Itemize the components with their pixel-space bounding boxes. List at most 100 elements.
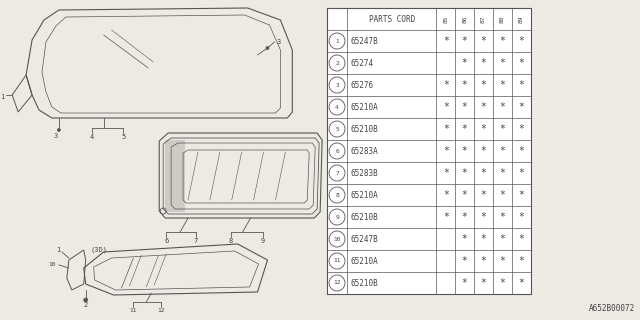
- Text: *: *: [481, 212, 486, 222]
- Text: 12: 12: [157, 308, 165, 314]
- Text: *: *: [499, 190, 506, 200]
- Text: *: *: [481, 256, 486, 266]
- Text: *: *: [481, 168, 486, 178]
- Text: *: *: [461, 278, 468, 288]
- Text: 3: 3: [335, 83, 339, 87]
- Text: *: *: [499, 36, 506, 46]
- Text: 5: 5: [335, 126, 339, 132]
- Text: 3: 3: [54, 133, 58, 139]
- Text: *: *: [461, 80, 468, 90]
- Text: 8: 8: [228, 238, 233, 244]
- Text: 87: 87: [481, 15, 486, 23]
- Text: *: *: [518, 124, 524, 134]
- Text: *: *: [443, 36, 449, 46]
- Text: (3D): (3D): [90, 247, 107, 253]
- Text: 85: 85: [444, 15, 448, 23]
- Text: 65283A: 65283A: [351, 147, 379, 156]
- Circle shape: [58, 129, 60, 132]
- Text: 10: 10: [49, 262, 56, 268]
- Text: *: *: [461, 256, 468, 266]
- Text: *: *: [461, 146, 468, 156]
- Text: 65210B: 65210B: [351, 212, 379, 221]
- Text: *: *: [461, 102, 468, 112]
- Text: 65276: 65276: [351, 81, 374, 90]
- Text: *: *: [443, 190, 449, 200]
- Text: *: *: [481, 80, 486, 90]
- Text: *: *: [443, 80, 449, 90]
- Text: 65274: 65274: [351, 59, 374, 68]
- Text: *: *: [499, 234, 506, 244]
- Text: *: *: [481, 58, 486, 68]
- Text: 65283B: 65283B: [351, 169, 379, 178]
- Text: 9: 9: [260, 238, 265, 244]
- Text: *: *: [518, 190, 524, 200]
- Text: 12: 12: [333, 281, 340, 285]
- Text: *: *: [499, 102, 506, 112]
- Text: *: *: [518, 146, 524, 156]
- Text: 7: 7: [335, 171, 339, 175]
- Text: *: *: [443, 146, 449, 156]
- Text: 65210B: 65210B: [351, 278, 379, 287]
- Text: 9: 9: [335, 214, 339, 220]
- Text: *: *: [499, 124, 506, 134]
- Text: *: *: [499, 146, 506, 156]
- Text: A652B00072: A652B00072: [589, 304, 635, 313]
- Text: *: *: [499, 58, 506, 68]
- Text: 65210B: 65210B: [351, 124, 379, 133]
- Text: *: *: [461, 190, 468, 200]
- Circle shape: [266, 46, 269, 50]
- Circle shape: [84, 298, 88, 302]
- Text: *: *: [461, 234, 468, 244]
- Text: *: *: [518, 168, 524, 178]
- Text: *: *: [481, 234, 486, 244]
- Text: *: *: [499, 80, 506, 90]
- Text: *: *: [499, 256, 506, 266]
- Text: 65210A: 65210A: [351, 190, 379, 199]
- Text: 65247B: 65247B: [351, 36, 379, 45]
- Text: *: *: [518, 256, 524, 266]
- Text: 4: 4: [90, 134, 94, 140]
- Text: 4: 4: [335, 105, 339, 109]
- Text: 11: 11: [333, 259, 340, 263]
- Text: *: *: [461, 58, 468, 68]
- Text: 2: 2: [335, 60, 339, 66]
- Text: *: *: [499, 168, 506, 178]
- Text: 1: 1: [56, 247, 61, 253]
- Text: *: *: [481, 278, 486, 288]
- Text: 1: 1: [0, 94, 4, 100]
- Text: *: *: [481, 124, 486, 134]
- Text: 1: 1: [335, 38, 339, 44]
- Text: *: *: [481, 102, 486, 112]
- Text: 2: 2: [84, 302, 88, 308]
- Text: *: *: [443, 124, 449, 134]
- Text: 88: 88: [500, 15, 505, 23]
- Text: *: *: [499, 212, 506, 222]
- Text: *: *: [518, 36, 524, 46]
- Text: *: *: [481, 36, 486, 46]
- Text: 11: 11: [130, 308, 137, 314]
- Text: *: *: [481, 190, 486, 200]
- Text: *: *: [461, 212, 468, 222]
- Text: PARTS CORD: PARTS CORD: [369, 14, 415, 23]
- Bar: [327, 8, 531, 294]
- Text: *: *: [518, 278, 524, 288]
- Text: *: *: [499, 278, 506, 288]
- Text: 3: 3: [276, 39, 280, 45]
- Text: *: *: [461, 124, 468, 134]
- Text: *: *: [518, 234, 524, 244]
- Text: *: *: [518, 102, 524, 112]
- Text: 86: 86: [462, 15, 467, 23]
- Text: 65210A: 65210A: [351, 102, 379, 111]
- Text: 6: 6: [164, 238, 168, 244]
- Text: *: *: [443, 102, 449, 112]
- Text: *: *: [443, 168, 449, 178]
- Text: *: *: [481, 146, 486, 156]
- Text: *: *: [518, 212, 524, 222]
- Text: *: *: [443, 212, 449, 222]
- Text: 10: 10: [333, 236, 340, 242]
- Text: 8: 8: [335, 193, 339, 197]
- Text: *: *: [461, 36, 468, 46]
- Text: *: *: [461, 168, 468, 178]
- Text: 89: 89: [519, 15, 524, 23]
- Text: *: *: [518, 80, 524, 90]
